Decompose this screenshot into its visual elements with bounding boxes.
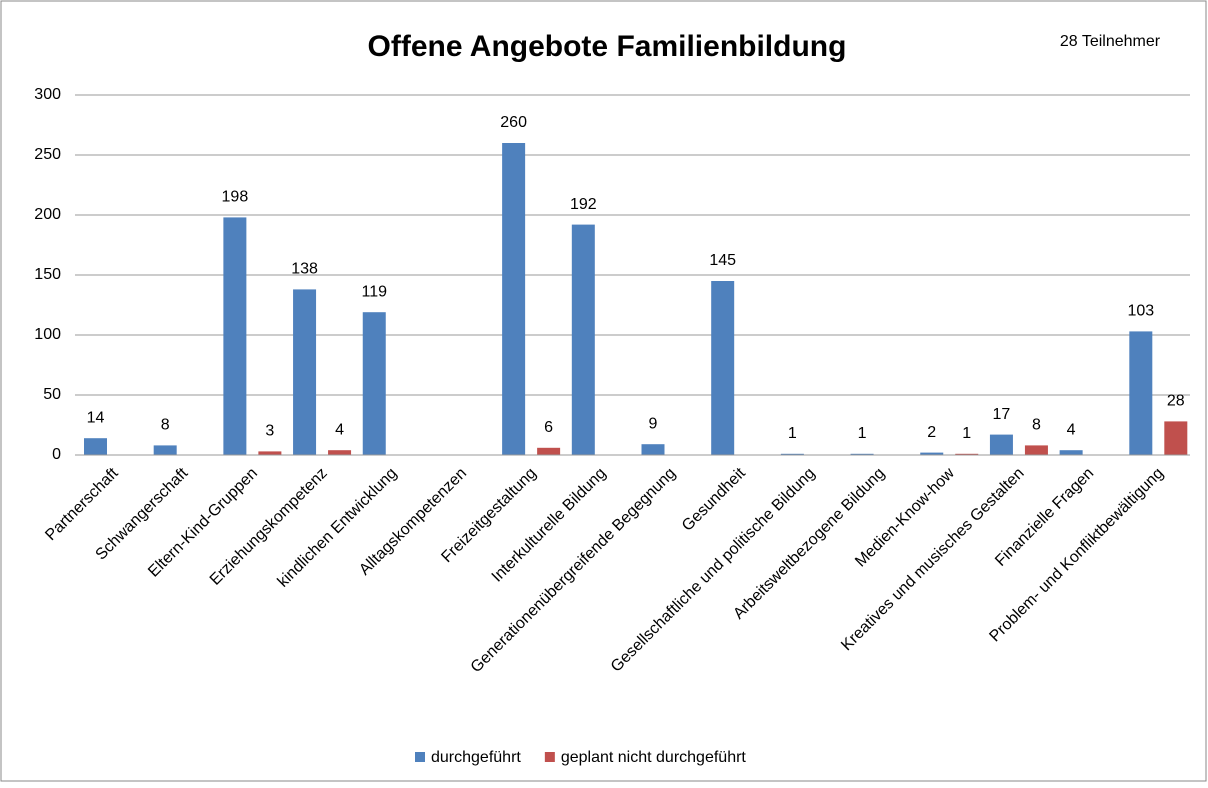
value-label: 4	[335, 421, 344, 438]
value-label: 8	[161, 417, 170, 434]
value-label: 8	[1032, 417, 1041, 434]
value-label: 17	[993, 406, 1011, 423]
bar	[989, 434, 1013, 455]
legend-label: durchgeführt	[431, 749, 521, 766]
chart-title: Offene Angebote Familienbildung	[368, 30, 847, 63]
bar	[571, 224, 595, 455]
bar	[1024, 445, 1048, 455]
value-label: 6	[544, 419, 553, 436]
value-label: 2	[927, 424, 936, 441]
value-label: 1	[962, 425, 971, 442]
bar	[1129, 331, 1153, 455]
value-label: 3	[265, 423, 274, 440]
bar	[780, 453, 804, 455]
bar	[362, 312, 386, 455]
value-label: 260	[500, 114, 527, 131]
value-label: 145	[709, 252, 736, 269]
value-label: 28	[1167, 393, 1185, 410]
bar	[920, 452, 944, 455]
annotation: 28 Teilnehmer	[1060, 33, 1161, 50]
y-tick-label: 200	[34, 206, 61, 223]
value-label: 1	[788, 425, 797, 442]
value-label: 9	[649, 415, 658, 432]
value-label: 14	[87, 409, 105, 426]
bar	[223, 217, 247, 455]
bar	[258, 451, 282, 455]
bar	[537, 447, 561, 455]
bar	[641, 444, 665, 455]
y-tick-label: 0	[52, 446, 61, 463]
value-label: 103	[1127, 303, 1154, 320]
bar	[850, 453, 874, 455]
bar	[1059, 450, 1083, 455]
value-label: 4	[1067, 421, 1076, 438]
bar	[328, 450, 352, 455]
value-label: 119	[361, 283, 387, 300]
bar	[293, 289, 317, 455]
legend-label: geplant nicht durchgeführt	[561, 749, 747, 766]
bar	[711, 281, 735, 455]
bar	[1164, 421, 1188, 455]
legend-swatch	[544, 752, 555, 762]
y-tick-label: 100	[34, 326, 61, 343]
y-tick-label: 250	[34, 146, 61, 163]
y-tick-label: 150	[34, 266, 61, 283]
bar	[153, 445, 177, 455]
value-label: 138	[291, 261, 318, 278]
bar	[502, 143, 526, 455]
value-label: 1	[858, 425, 867, 442]
value-label: 192	[570, 196, 597, 213]
legend-swatch	[415, 752, 425, 762]
value-label: 198	[222, 189, 249, 206]
bar	[84, 438, 107, 455]
y-tick-label: 300	[34, 86, 61, 103]
y-tick-label: 50	[43, 386, 61, 403]
bar	[955, 453, 979, 455]
